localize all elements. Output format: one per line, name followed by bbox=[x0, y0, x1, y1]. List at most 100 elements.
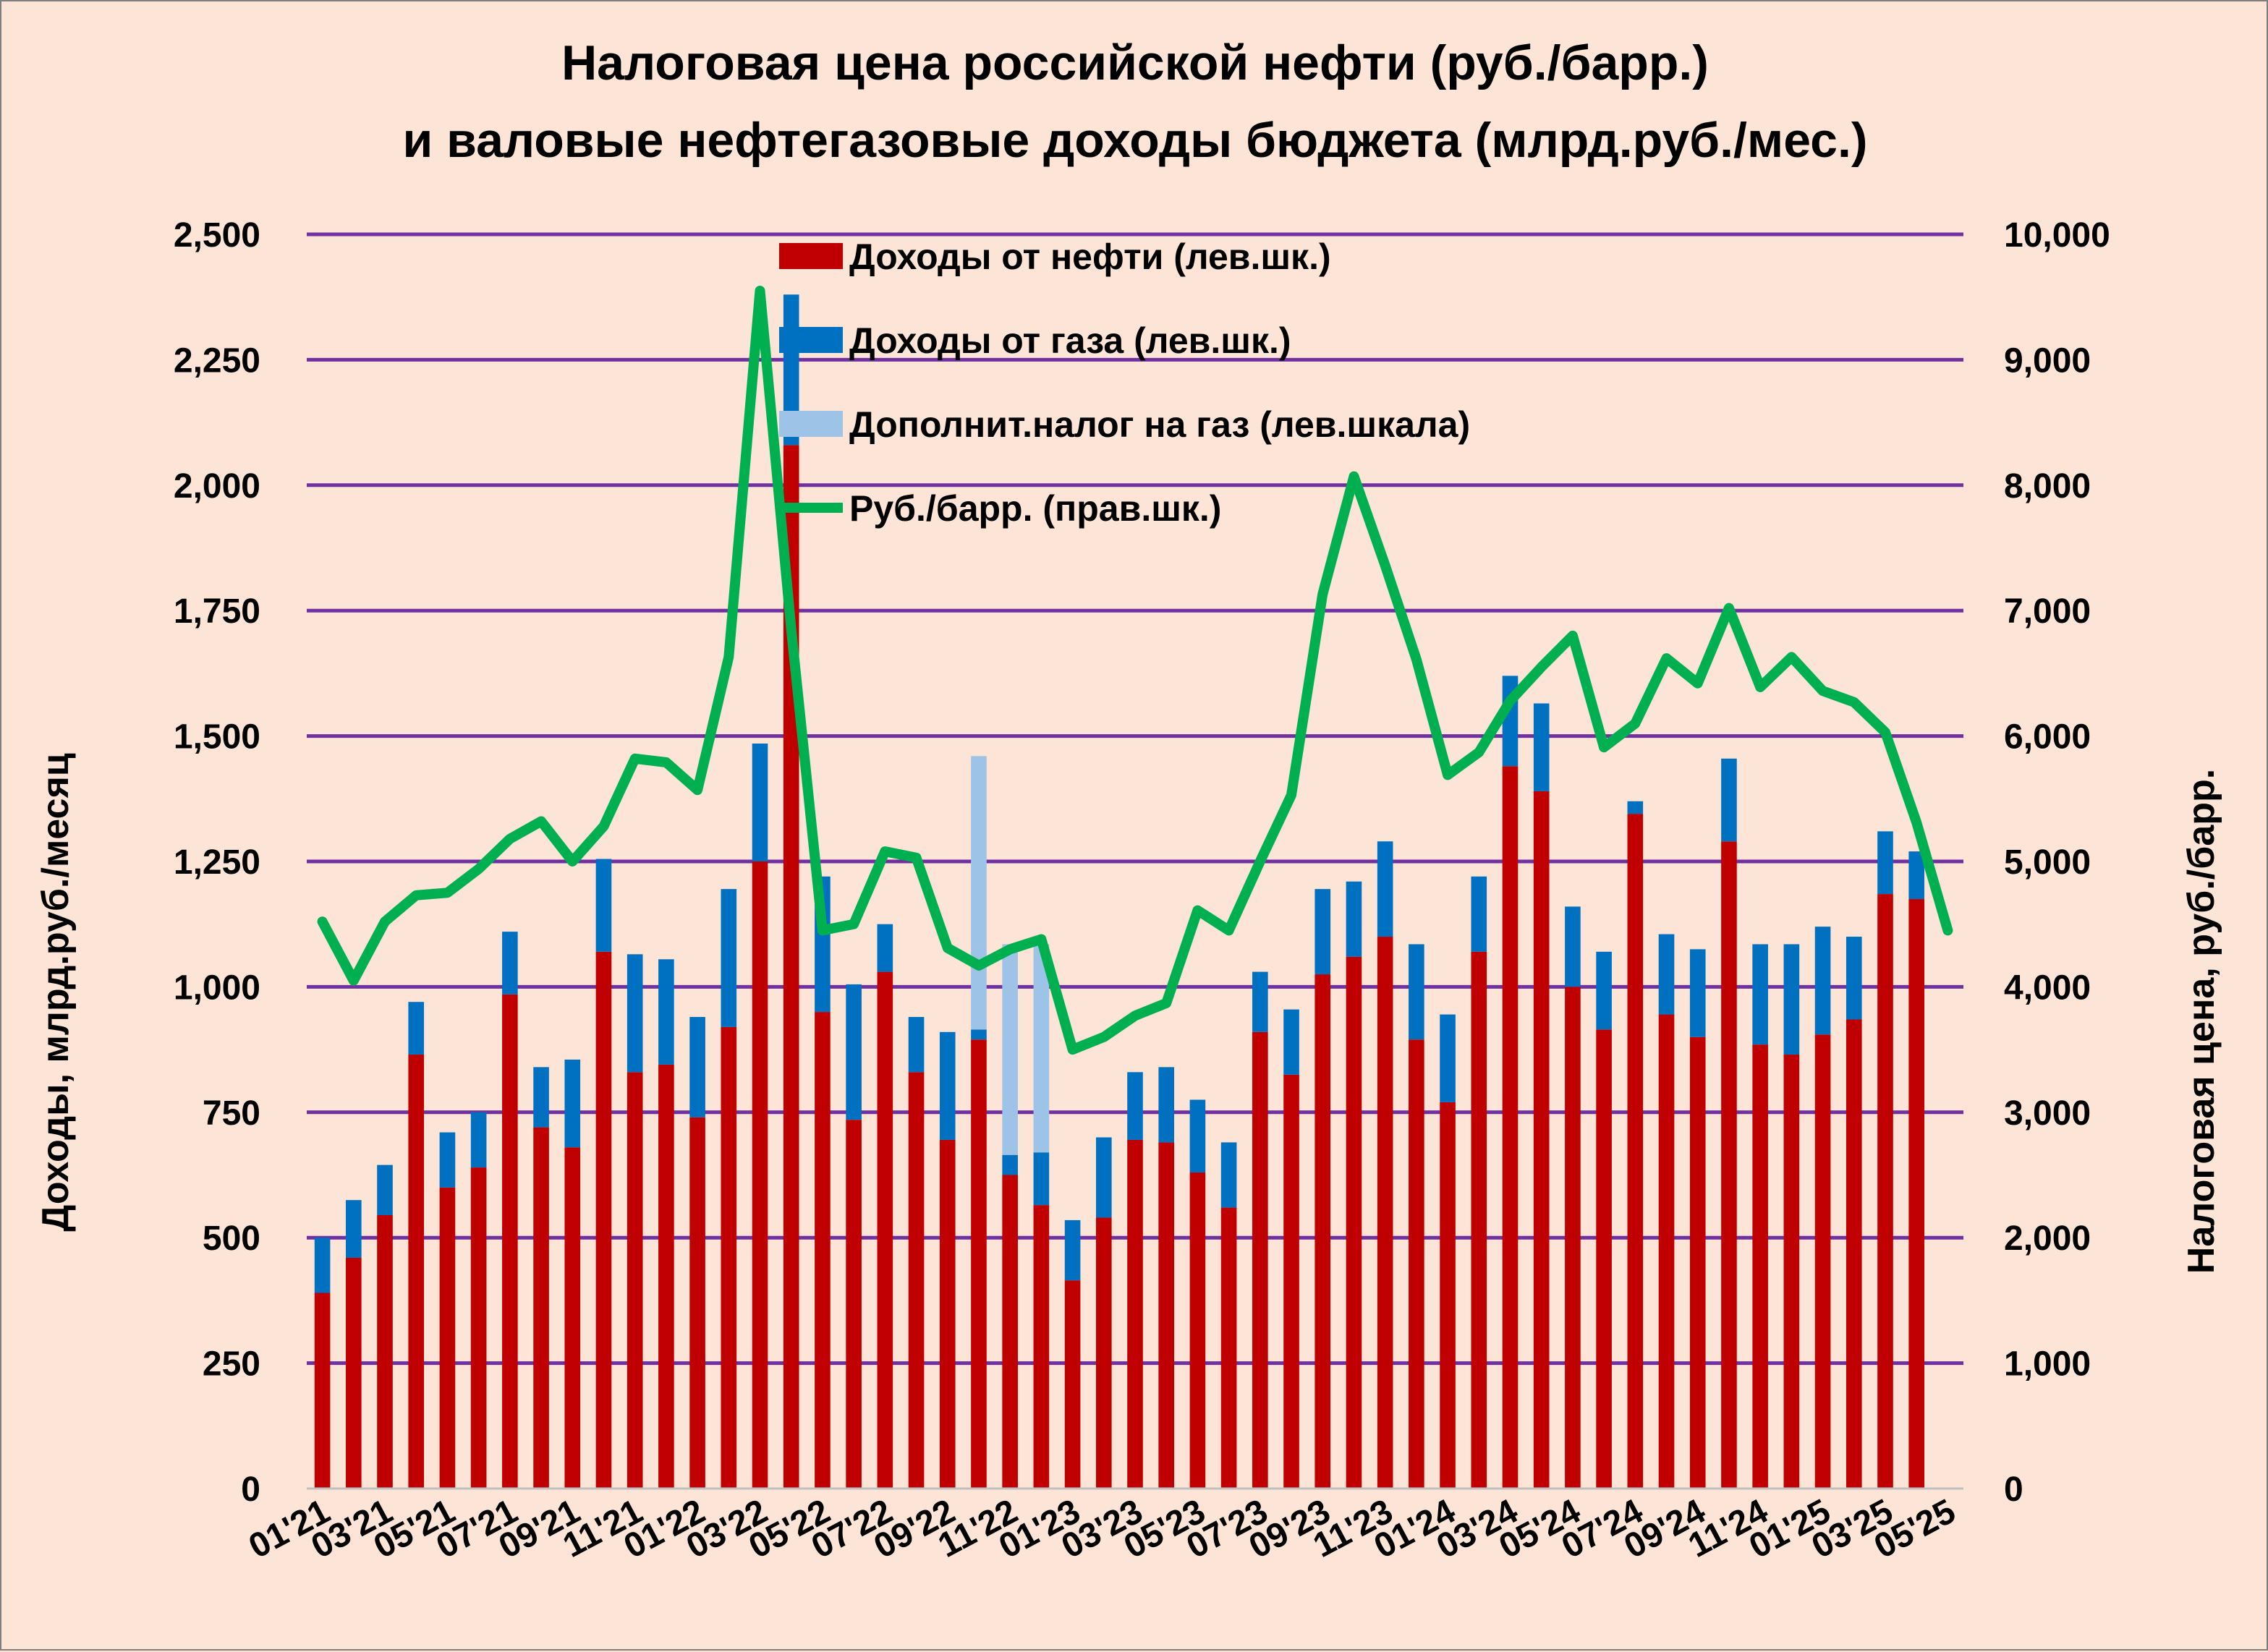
bar-segment bbox=[877, 924, 893, 972]
y-tick-label-right: 8,000 bbox=[2004, 467, 2091, 506]
legend-label: Доходы от нефти (лев.шк.) bbox=[849, 237, 1331, 277]
bar-segment bbox=[1783, 944, 1800, 1055]
bar-segment bbox=[502, 994, 518, 1489]
bar-segment bbox=[1440, 1102, 1456, 1489]
bar-segment bbox=[721, 889, 737, 1027]
y-tick-label-right: 10,000 bbox=[2004, 216, 2110, 255]
bar-segment bbox=[1689, 1036, 1706, 1489]
bar-segment bbox=[752, 861, 768, 1489]
bar-segment bbox=[1814, 1034, 1831, 1489]
y-tick-label-right: 4,000 bbox=[2004, 968, 2091, 1007]
bar-segment bbox=[470, 1167, 487, 1489]
y-tick-label-left: 1,750 bbox=[174, 592, 260, 631]
bar-segment bbox=[1002, 944, 1018, 1155]
bar-segment bbox=[1002, 1154, 1018, 1175]
bar-segment bbox=[533, 1127, 549, 1489]
y-tick-label-right: 9,000 bbox=[2004, 341, 2091, 380]
bar-segment bbox=[408, 1002, 425, 1055]
chart-title-line-2: и валовые нефтегазовые доходы бюджета (м… bbox=[402, 113, 1867, 168]
bar-segment bbox=[1440, 1014, 1456, 1102]
bar-segment bbox=[502, 932, 518, 995]
bar-segment bbox=[1189, 1099, 1206, 1173]
bar-segment bbox=[1002, 1175, 1018, 1489]
bar-segment bbox=[1127, 1139, 1143, 1489]
bar-segment bbox=[1471, 951, 1487, 1489]
bar-segment bbox=[564, 1059, 581, 1148]
bar-segment bbox=[689, 1117, 705, 1489]
bar-segment bbox=[1033, 1152, 1050, 1206]
bar-segment bbox=[1346, 881, 1362, 957]
bar-segment bbox=[627, 1072, 643, 1489]
bar-segment bbox=[470, 1112, 487, 1168]
bar-segment bbox=[1377, 841, 1393, 937]
bar-segment bbox=[815, 1012, 831, 1489]
bar-segment bbox=[533, 1067, 549, 1128]
bar-segment bbox=[1596, 951, 1612, 1030]
y-axis-title-right: Налоговая цена, руб./барр. bbox=[2180, 769, 2222, 1274]
legend-label: Доходы от газа (лев.шк.) bbox=[849, 320, 1291, 361]
bar-segment bbox=[1095, 1217, 1112, 1489]
y-tick-label-right: 6,000 bbox=[2004, 718, 2091, 757]
bar-segment bbox=[752, 744, 768, 861]
y-tick-label-left: 750 bbox=[203, 1094, 260, 1133]
bar-segment bbox=[1252, 1031, 1268, 1489]
y-tick-label-left: 2,250 bbox=[174, 341, 260, 380]
bar-segment bbox=[1220, 1207, 1237, 1489]
y-tick-label-right: 3,000 bbox=[2004, 1094, 2091, 1133]
y-tick-label-left: 250 bbox=[203, 1345, 260, 1384]
bar-segment bbox=[1596, 1029, 1612, 1489]
bar-segment bbox=[1846, 1019, 1862, 1489]
bar-segment bbox=[595, 951, 612, 1489]
bar-segment bbox=[1689, 949, 1706, 1037]
bar-segment bbox=[1846, 937, 1862, 1020]
bar-segment bbox=[1314, 889, 1331, 975]
bar-segment bbox=[1346, 956, 1362, 1489]
bar-segment bbox=[1314, 974, 1331, 1489]
bar-segment bbox=[377, 1165, 393, 1215]
bar-segment bbox=[1721, 841, 1737, 1489]
bar-segment bbox=[1033, 1205, 1050, 1489]
price-line-path bbox=[317, 286, 1953, 1055]
legend-label: Руб./барр. (прав.шк.) bbox=[849, 488, 1221, 529]
bar-segment bbox=[1127, 1072, 1143, 1140]
bar-segment bbox=[1471, 876, 1487, 952]
y-tick-label-left: 2,000 bbox=[174, 467, 260, 506]
y-tick-label-left: 1,250 bbox=[174, 843, 260, 882]
chart-title: Налоговая цена российской нефти (руб./ба… bbox=[402, 35, 1867, 168]
bar-segment bbox=[846, 984, 862, 1120]
bar-segment bbox=[658, 959, 674, 1065]
y-tick-label-left: 500 bbox=[203, 1219, 260, 1258]
legend-swatch bbox=[779, 327, 843, 353]
y-tick-label-left: 0 bbox=[241, 1470, 260, 1509]
bar-segment bbox=[939, 1139, 956, 1489]
bar-segment bbox=[908, 1017, 925, 1073]
bar-segment bbox=[1658, 934, 1675, 1015]
bar-segment bbox=[1377, 937, 1393, 1489]
bar-segment bbox=[1908, 851, 1924, 900]
bar-segment bbox=[1658, 1014, 1675, 1489]
bar-segment bbox=[1565, 987, 1581, 1489]
bar-segment bbox=[1158, 1067, 1175, 1143]
bar-segment bbox=[689, 1017, 705, 1117]
bar-segment bbox=[1283, 1074, 1299, 1489]
bar-segment bbox=[346, 1257, 362, 1489]
legend-label: Дополнит.налог на газ (лев.шкала) bbox=[849, 404, 1470, 445]
legend-swatch bbox=[779, 243, 843, 269]
bar-segment bbox=[377, 1214, 393, 1489]
bar-segment bbox=[346, 1200, 362, 1258]
bar-segment bbox=[1877, 831, 1893, 895]
bar-segment bbox=[564, 1147, 581, 1489]
y-tick-label-right: 5,000 bbox=[2004, 843, 2091, 882]
bar-segment bbox=[314, 1293, 331, 1489]
bar-segment bbox=[627, 954, 643, 1073]
legend: Доходы от нефти (лев.шк.) Доходы от газа … bbox=[779, 237, 1470, 529]
bar-segment bbox=[1283, 1009, 1299, 1075]
bar-segment bbox=[971, 756, 987, 1030]
bar-segment bbox=[1908, 899, 1924, 1489]
bar-segment bbox=[1783, 1055, 1800, 1489]
gridlines bbox=[307, 232, 1963, 1366]
y-tick-label-left: 2,500 bbox=[174, 216, 260, 255]
bar-segment bbox=[1095, 1137, 1112, 1218]
